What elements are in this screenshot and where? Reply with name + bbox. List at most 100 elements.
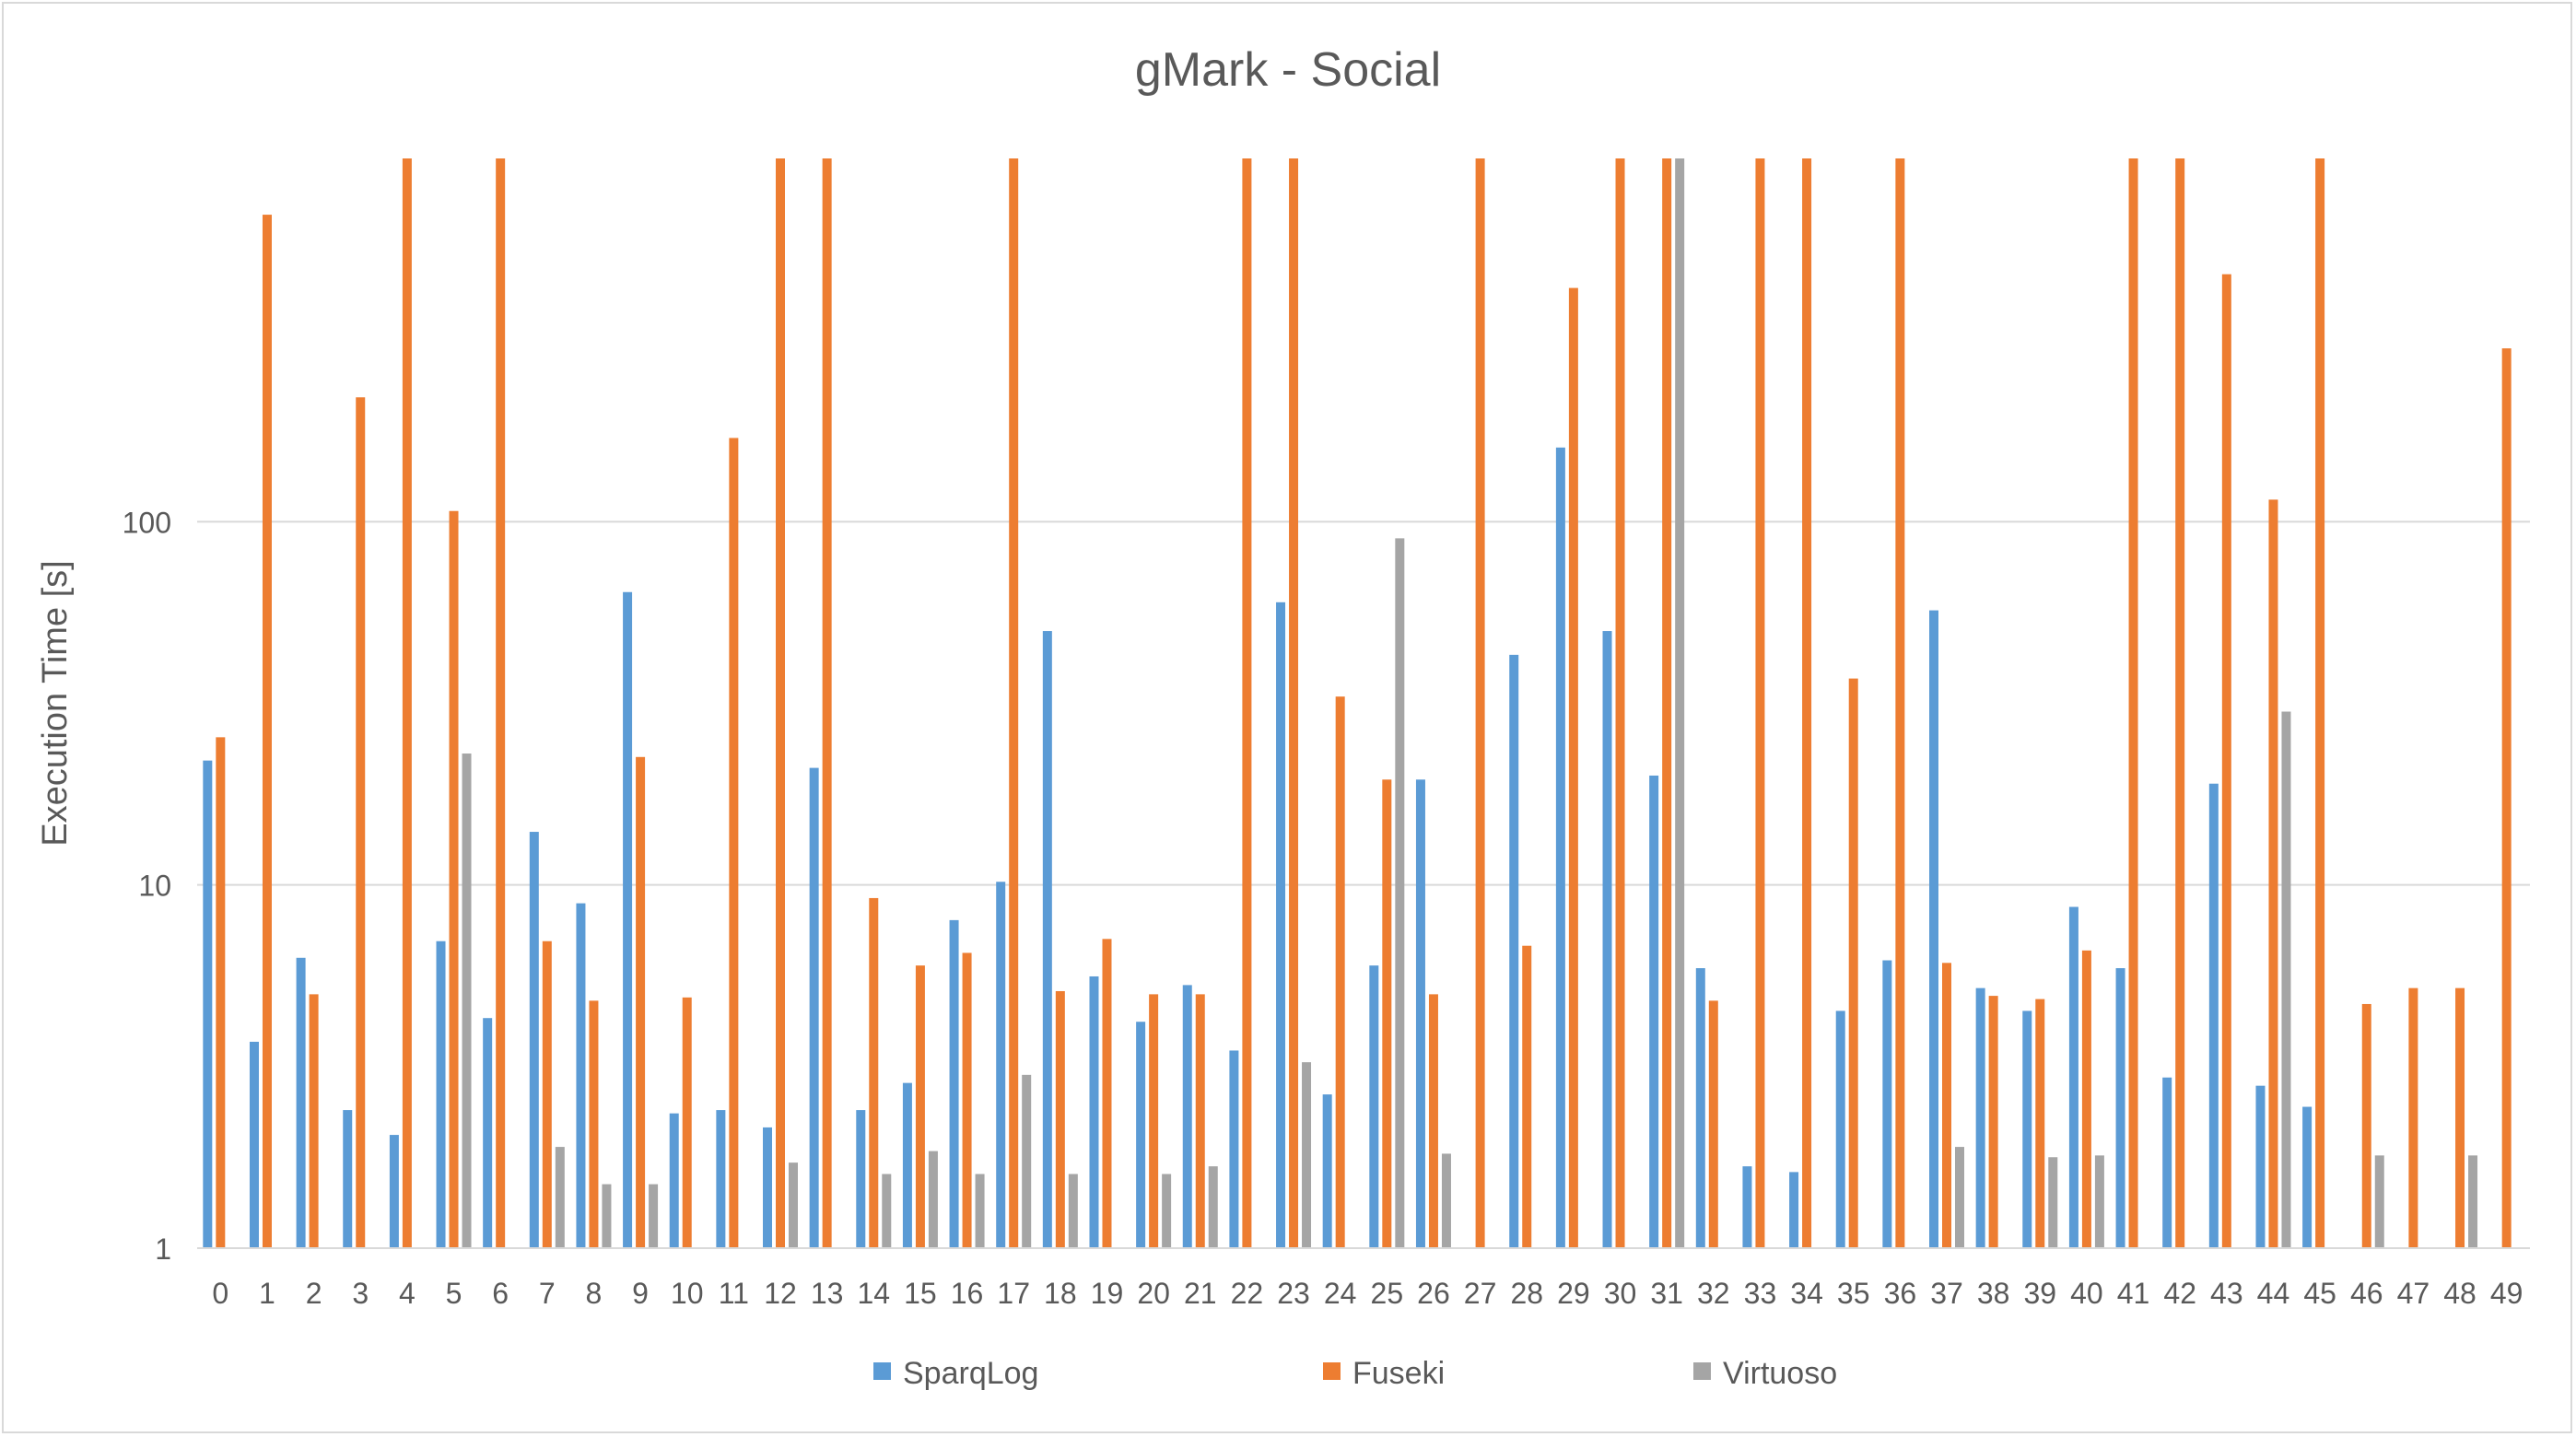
bar-sparqlog-19 <box>1089 976 1099 1248</box>
bar-fuseki-30 <box>1615 158 1625 1248</box>
bar-sparqlog-11 <box>716 1110 726 1248</box>
bar-sparqlog-31 <box>1649 775 1659 1248</box>
x-tick-label: 39 <box>2023 1277 2056 1310</box>
x-tick-label: 48 <box>2443 1277 2476 1310</box>
bar-sparqlog-37 <box>1929 610 1938 1248</box>
y-tick-label: 10 <box>138 870 171 903</box>
x-tick-label: 22 <box>1231 1277 1264 1310</box>
bar-fuseki-41 <box>2128 158 2138 1248</box>
bar-fuseki-35 <box>1848 678 1858 1248</box>
bar-virtuoso-46 <box>2374 1155 2384 1248</box>
bar-fuseki-49 <box>2501 348 2512 1249</box>
bar-fuseki-45 <box>2315 158 2325 1248</box>
bar-virtuoso-26 <box>1441 1153 1451 1248</box>
bar-fuseki-38 <box>1988 996 1998 1248</box>
bar-sparqlog-30 <box>1602 631 1612 1248</box>
x-tick-label: 5 <box>446 1277 463 1310</box>
x-tick-label: 49 <box>2490 1277 2523 1310</box>
x-tick-label: 21 <box>1184 1277 1217 1310</box>
bar-sparqlog-5 <box>436 940 446 1248</box>
bar-fuseki-31 <box>1662 158 1672 1248</box>
bar-fuseki-6 <box>496 158 506 1248</box>
bar-sparqlog-39 <box>2022 1011 2032 1248</box>
x-tick-label: 17 <box>997 1277 1030 1310</box>
bar-sparqlog-12 <box>763 1127 772 1248</box>
bar-fuseki-26 <box>1428 994 1438 1248</box>
x-tick-label: 40 <box>2070 1277 2103 1310</box>
x-tick-label: 34 <box>1790 1277 1823 1310</box>
bar-fuseki-18 <box>1055 990 1065 1248</box>
x-tick-label: 20 <box>1137 1277 1170 1310</box>
x-tick-label: 18 <box>1044 1277 1077 1310</box>
bar-sparqlog-8 <box>576 903 586 1248</box>
bar-fuseki-10 <box>682 997 692 1248</box>
bar-sparqlog-2 <box>296 957 306 1248</box>
bar-sparqlog-28 <box>1509 654 1519 1248</box>
bar-fuseki-47 <box>2408 987 2418 1248</box>
bar-sparqlog-26 <box>1415 779 1425 1248</box>
bar-sparqlog-41 <box>2115 968 2125 1248</box>
bar-sparqlog-40 <box>2068 906 2078 1248</box>
bar-sparqlog-33 <box>1742 1166 1752 1248</box>
bar-sparqlog-17 <box>996 882 1006 1248</box>
bar-sparqlog-0 <box>203 760 213 1248</box>
bar-virtuoso-8 <box>602 1184 612 1248</box>
x-tick-label: 3 <box>352 1277 369 1310</box>
x-tick-label: 23 <box>1277 1277 1310 1310</box>
bar-fuseki-13 <box>822 158 832 1248</box>
bar-fuseki-20 <box>1149 994 1159 1248</box>
bar-fuseki-2 <box>309 994 319 1248</box>
x-tick-label: 10 <box>671 1277 704 1310</box>
bar-sparqlog-22 <box>1229 1050 1239 1248</box>
bar-fuseki-8 <box>589 1000 599 1248</box>
x-tick-label: 16 <box>951 1277 984 1310</box>
bar-sparqlog-44 <box>2255 1085 2266 1248</box>
bar-virtuoso-21 <box>1208 1166 1218 1248</box>
x-tick-label: 37 <box>1930 1277 1963 1310</box>
bar-sparqlog-4 <box>389 1135 399 1248</box>
chart-title: gMark - Social <box>1135 43 1441 97</box>
bar-virtuoso-20 <box>1162 1174 1172 1248</box>
bar-virtuoso-16 <box>975 1174 985 1248</box>
bar-sparqlog-18 <box>1042 631 1052 1248</box>
bar-sparqlog-9 <box>623 591 633 1248</box>
x-tick-label: 42 <box>2163 1277 2196 1310</box>
x-tick-label: 32 <box>1697 1277 1730 1310</box>
bar-fuseki-33 <box>1755 158 1765 1248</box>
bar-virtuoso-39 <box>2048 1157 2058 1248</box>
bar-fuseki-36 <box>1895 158 1905 1248</box>
bar-virtuoso-5 <box>462 754 472 1248</box>
x-tick-label: 12 <box>764 1277 797 1310</box>
bar-fuseki-40 <box>2081 950 2091 1248</box>
bar-fuseki-16 <box>962 952 972 1248</box>
bar-sparqlog-35 <box>1835 1011 1845 1248</box>
bar-virtuoso-15 <box>928 1151 938 1248</box>
legend-label-sparqlog: SparqLog <box>903 1356 1038 1391</box>
bar-fuseki-11 <box>729 438 739 1248</box>
bar-virtuoso-17 <box>1022 1074 1032 1248</box>
x-tick-label: 26 <box>1417 1277 1450 1310</box>
x-tick-label: 25 <box>1371 1277 1404 1310</box>
x-tick-label: 8 <box>586 1277 603 1310</box>
bar-fuseki-5 <box>449 510 459 1248</box>
bar-sparqlog-16 <box>949 919 959 1248</box>
x-tick-label: 19 <box>1091 1277 1124 1310</box>
bar-fuseki-4 <box>402 158 412 1248</box>
bar-sparqlog-45 <box>2302 1106 2313 1248</box>
x-tick-label: 7 <box>539 1277 556 1310</box>
bar-sparqlog-42 <box>2162 1077 2172 1248</box>
x-tick-label: 27 <box>1464 1277 1497 1310</box>
bar-fuseki-25 <box>1382 779 1392 1248</box>
x-tick-label: 36 <box>1884 1277 1917 1310</box>
bar-sparqlog-10 <box>669 1113 679 1248</box>
bar-fuseki-21 <box>1195 994 1205 1248</box>
bar-sparqlog-38 <box>1975 987 1985 1248</box>
bar-fuseki-23 <box>1289 158 1299 1248</box>
bar-fuseki-7 <box>542 940 552 1248</box>
bar-fuseki-37 <box>1942 963 1951 1248</box>
bar-sparqlog-3 <box>343 1110 353 1248</box>
bar-fuseki-15 <box>915 965 925 1248</box>
x-tick-label: 31 <box>1650 1277 1683 1310</box>
